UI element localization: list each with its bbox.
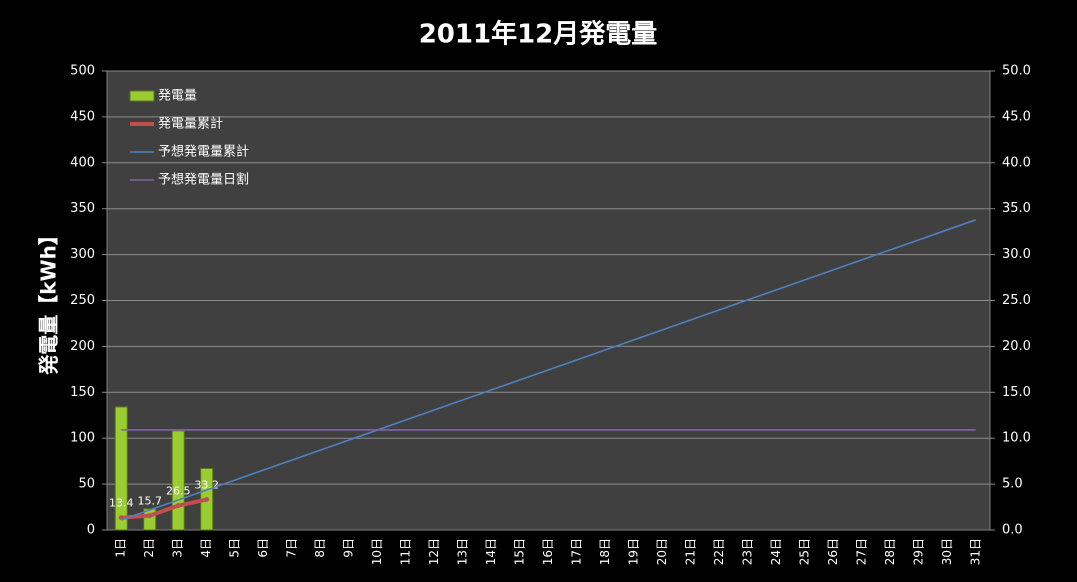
y-tick-label: 200 [70,339,95,354]
legend-label: 予想発電量累計 [158,144,249,160]
y-tick-label: 250 [70,293,95,308]
legend-swatch [129,90,155,102]
y-tick-label: 150 [70,385,95,400]
bar [171,430,185,531]
x-tick-label: 25日 [797,538,811,565]
line [120,219,977,521]
x-tick-label: 10日 [370,538,384,565]
x-tick-label: 24日 [769,538,783,565]
x-tick-label: 26日 [826,538,840,565]
y-tick-label: 300 [70,247,95,262]
x-tick-label: 13日 [456,538,470,565]
x-tick-label: 27日 [854,538,868,565]
line [121,497,208,520]
x-tick-label: 3日 [171,538,185,558]
x-tick-label: 1日 [114,538,128,558]
y-tick-label: 450 [70,109,95,124]
x-tick-label: 30日 [940,538,954,565]
y-axis-label: 発電量【kWh】 [37,225,61,376]
y2-tick-label: 10.0 [1002,431,1031,446]
legend-label: 発電量累計 [158,116,223,132]
data-label: 26.5 [166,485,191,498]
y-tick-label: 100 [70,431,95,446]
x-tick-label: 21日 [683,538,697,565]
y2-tick-label: 35.0 [1002,201,1031,216]
x-tick-label: 12日 [427,538,441,565]
y2-tick-label: 50.0 [1002,64,1031,79]
y2-tick-label: 45.0 [1002,109,1031,124]
y2-tick-label: 15.0 [1002,385,1031,400]
y2-tick-label: 5.0 [1002,477,1023,492]
marker [204,497,210,503]
x-tick-label: 17日 [569,538,583,565]
x-tick-label: 31日 [968,538,982,565]
data-label: 13.4 [109,497,134,510]
x-tick-label: 8日 [313,538,327,558]
y-tick-label: 500 [70,64,95,79]
legend-label: 予想発電量日割 [158,172,249,188]
x-tick-label: 15日 [513,538,527,565]
y-tick-label: 400 [70,155,95,170]
x-tick-label: 28日 [883,538,897,565]
y2-tick-label: 25.0 [1002,293,1031,308]
y-tick-label: 50 [78,477,95,492]
y2-tick-label: 20.0 [1002,339,1031,354]
x-tick-label: 7日 [285,538,299,558]
y2-tick-label: 0.0 [1002,523,1023,538]
x-tick-label: 22日 [712,538,726,565]
x-tick-label: 11日 [399,538,413,565]
marker [147,513,153,519]
data-label: 15.7 [137,495,162,508]
x-tick-label: 9日 [342,538,356,558]
x-tick-label: 2日 [142,538,156,558]
marker [175,503,181,509]
x-tick-label: 19日 [626,538,640,565]
x-tick-label: 5日 [228,538,242,558]
x-tick-label: 16日 [541,538,555,565]
x-tick-label: 20日 [655,538,669,565]
x-tick-label: 18日 [598,538,612,565]
y-tick-label: 350 [70,201,95,216]
y2-tick-label: 30.0 [1002,247,1031,262]
y2-tick-label: 40.0 [1002,155,1031,170]
y-tick-label: 0 [87,523,95,538]
bar [114,406,128,531]
x-tick-label: 29日 [911,538,925,565]
x-tick-label: 23日 [740,538,754,565]
x-tick-label: 6日 [256,538,270,558]
chart-title: 2011年12月発電量 [419,19,658,50]
x-tick-label: 14日 [484,538,498,565]
x-tick-label: 4日 [199,538,213,558]
legend-label: 発電量 [158,89,197,104]
